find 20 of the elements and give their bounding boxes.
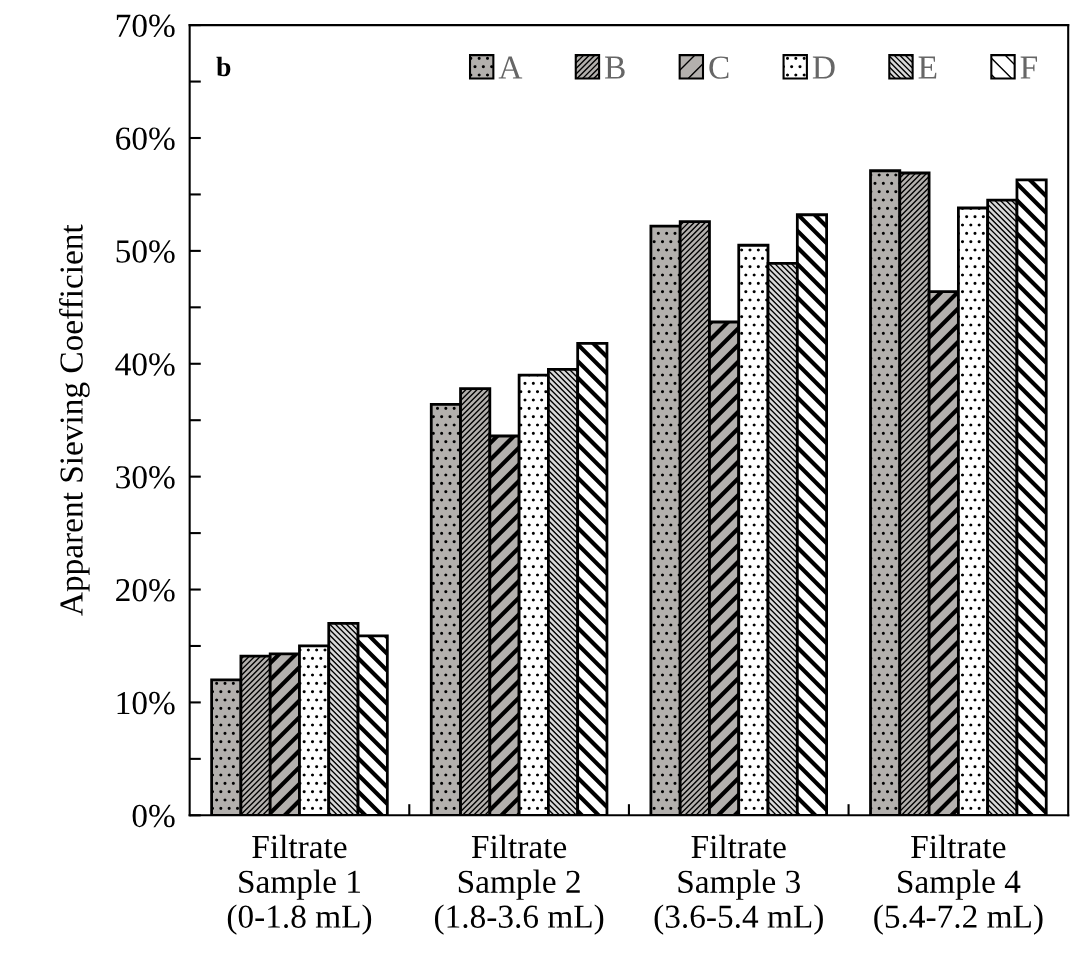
y-axis-title: Apparent Sieving Coefficient [59, 224, 90, 616]
legend-label: A [498, 56, 523, 79]
annotation: b [216, 56, 231, 77]
y-tick-label: 60% [116, 127, 175, 150]
y-tick-label: 10% [117, 691, 175, 715]
y-tick-label: 0% [132, 804, 175, 828]
legend-label: B [605, 56, 625, 79]
legend-label: F [1020, 56, 1037, 79]
y-tick-label: 30% [116, 466, 175, 489]
x-tick-label: Filtrate Sample 1 (0-1.8 mL) [227, 834, 372, 935]
x-tick-label: Filtrate Sample 4 (5.4-7.2 mL) [874, 834, 1043, 935]
x-tick-label: Filtrate Sample 2 (1.8-3.6 mL) [434, 834, 604, 935]
x-tick-label: Filtrate Sample 3 (3.6-5.4 mL) [654, 834, 823, 935]
legend-label: E [918, 56, 937, 79]
legend-label: D [812, 56, 835, 79]
legend-label: C [709, 56, 729, 79]
y-tick-label: 20% [116, 578, 175, 602]
y-tick-label: 40% [115, 353, 175, 376]
y-tick-label: 50% [116, 240, 175, 263]
y-tick-label: 70% [116, 14, 175, 38]
